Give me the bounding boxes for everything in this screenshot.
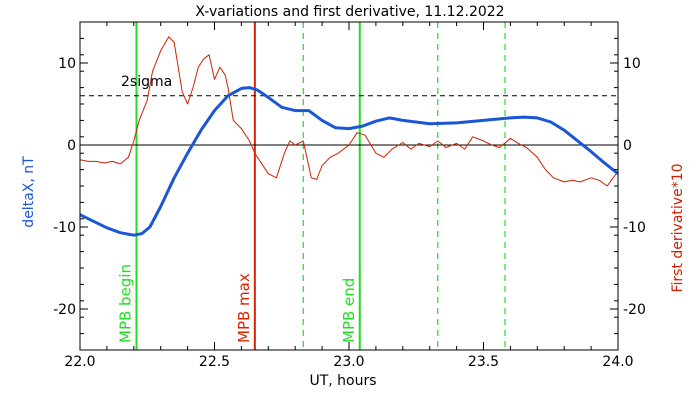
y-tick-label-right: -20	[623, 302, 646, 318]
y-tick-label-left: 0	[67, 138, 76, 154]
vertical-marker-label: MPB begin	[117, 264, 135, 343]
y-axis-label-right: First derivative*10	[670, 163, 686, 292]
chart-title: X-variations and first derivative, 11.12…	[195, 4, 504, 20]
y-tick-label-left: -20	[53, 302, 76, 318]
series-lines	[79, 36, 619, 237]
x-tick-label: 22.5	[199, 354, 230, 370]
x-tick-label: 22.0	[64, 354, 95, 370]
y-axis-label-left: deltaX, nT	[21, 156, 37, 228]
x-tick-label: 23.5	[468, 354, 499, 370]
sigma-threshold-label: 2sigma	[121, 74, 172, 90]
y-tick-label-right: 10	[623, 56, 641, 72]
x-axis-label: UT, hours	[309, 373, 376, 389]
marker-labels: MPB begin MPB max MPB end	[117, 264, 358, 343]
y-tick-label-left: 10	[58, 56, 76, 72]
x-tick-label: 24.0	[602, 354, 633, 370]
vertical-markers	[135, 22, 506, 350]
series-line-derivative	[79, 36, 619, 187]
axis-ticks: 22.0 22.5 23.0 23.5 24.0 -20 -20 -10 -10 0 0 10 10	[53, 22, 646, 370]
y-tick-label-right: 0	[623, 138, 632, 154]
series-line-deltax	[79, 86, 619, 237]
x-tick-label: 23.0	[333, 354, 364, 370]
y-tick-label-right: -10	[623, 220, 646, 236]
y-tick-label-left: -10	[53, 220, 76, 236]
vertical-marker-label: MPB max	[235, 273, 253, 343]
vertical-marker-label: MPB end	[340, 278, 358, 343]
